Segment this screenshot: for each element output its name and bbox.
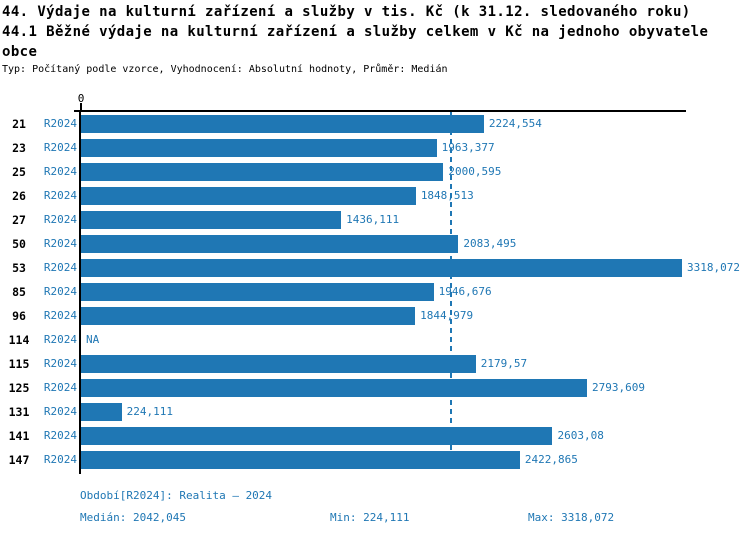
- chart-row: 125 R2024 2793,609: [0, 376, 750, 400]
- value-label: 2083,495: [463, 237, 517, 250]
- chart-row: 23 R2024 1963,377: [0, 136, 750, 160]
- value-label: 2000,595: [448, 165, 502, 178]
- chart-row: 53 R2024 3318,072: [0, 256, 750, 280]
- value-label: 1963,377: [441, 141, 495, 154]
- row-period-label: R2024: [43, 189, 77, 202]
- row-indicator-number: 21: [12, 117, 26, 131]
- row-period-label: R2024: [43, 309, 77, 322]
- chart-row: 96 R2024 1844,979: [0, 304, 750, 328]
- row-indicator-number: 27: [12, 213, 26, 227]
- chart-row: 141 R2024 2603,08: [0, 424, 750, 448]
- chart-row: 25 R2024 2000,595: [0, 160, 750, 184]
- row-period-label: R2024: [43, 453, 77, 466]
- value-label: 2224,554: [488, 117, 542, 130]
- chart-row: 115 R2024 2179,57: [0, 352, 750, 376]
- row-indicator-number: 131: [8, 405, 30, 419]
- row-period-label: R2024: [43, 141, 77, 154]
- chart-row: 27 R2024 1436,111: [0, 208, 750, 232]
- row-period-label: R2024: [43, 285, 77, 298]
- value-label: 2603,08: [557, 429, 604, 442]
- value-label: 1848,513: [420, 189, 474, 202]
- row-indicator-number: 50: [12, 237, 26, 251]
- footer-median-stat: Medián: 2042,045: [80, 511, 186, 524]
- value-bar: [81, 427, 553, 445]
- chart-row: 21 R2024 2224,554: [0, 112, 750, 136]
- chart-row: 114 R2024 NA: [0, 328, 750, 352]
- chart-title-line2: 44.1 Běžné výdaje na kulturní zařízení a…: [2, 24, 709, 60]
- chart-row: 131 R2024 224,111: [0, 400, 750, 424]
- value-bar: [81, 235, 459, 253]
- x-axis-zero-tick-label: 0: [77, 92, 85, 105]
- chart-title-line1: 44. Výdaje na kulturní zařízení a služby…: [2, 4, 691, 20]
- value-bar: [81, 379, 587, 397]
- chart-row: 147 R2024 2422,865: [0, 448, 750, 472]
- value-bar: [81, 403, 122, 421]
- row-period-label: R2024: [43, 333, 77, 346]
- value-bar: [81, 139, 437, 157]
- value-label: 1844,979: [420, 309, 474, 322]
- chart-row: 85 R2024 1946,676: [0, 280, 750, 304]
- row-period-label: R2024: [43, 117, 77, 130]
- row-period-label: R2024: [43, 381, 77, 394]
- value-bar: [81, 211, 342, 229]
- row-indicator-number: 25: [12, 165, 26, 179]
- row-indicator-number: 85: [12, 285, 26, 299]
- row-indicator-number: 26: [12, 189, 26, 203]
- footer-max-stat: Max: 3318,072: [528, 511, 615, 524]
- footer-period-label: Období[R2024]: Realita – 2024: [80, 489, 273, 502]
- chart-row: 50 R2024 2083,495: [0, 232, 750, 256]
- chart-rows: 21 R2024 2224,554 23 R2024 1963,377 25 R2024 200…: [0, 112, 750, 472]
- value-label: 1436,111: [346, 213, 400, 226]
- row-indicator-number: 114: [8, 333, 30, 347]
- value-label: 2793,609: [592, 381, 645, 394]
- chart-row: 26 R2024 1848,513: [0, 184, 750, 208]
- row-indicator-number: 115: [8, 357, 30, 371]
- row-period-label: R2024: [43, 237, 77, 250]
- row-indicator-number: 23: [12, 141, 26, 155]
- row-period-label: R2024: [43, 213, 77, 226]
- row-indicator-number: 141: [8, 429, 30, 443]
- value-label: 2179,57: [480, 357, 528, 370]
- row-indicator-number: 125: [8, 381, 30, 395]
- value-bar: [81, 115, 484, 133]
- value-label: 224,111: [126, 405, 173, 418]
- row-period-label: R2024: [43, 165, 77, 178]
- row-na-label: NA: [86, 333, 100, 346]
- row-period-label: R2024: [43, 261, 77, 274]
- row-period-label: R2024: [43, 357, 77, 370]
- value-bar: [81, 259, 682, 277]
- row-indicator-number: 53: [12, 261, 26, 275]
- row-indicator-number: 96: [12, 309, 26, 323]
- y-axis-spine: [79, 110, 81, 474]
- x-axis-zero-tick-mark: [80, 103, 82, 111]
- value-bar: [81, 163, 444, 181]
- row-period-label: R2024: [43, 405, 77, 418]
- chart-meta-line: Typ: Počítaný podle vzorce, Vyhodnocení:…: [2, 64, 448, 75]
- median-reference-line: [449, 112, 452, 472]
- value-label: 1946,676: [438, 285, 492, 298]
- value-label: 3318,072: [687, 261, 740, 274]
- value-bar: [81, 187, 416, 205]
- footer-min-stat: Min: 224,111: [330, 511, 410, 524]
- value-bar: [81, 451, 520, 469]
- row-indicator-number: 147: [8, 453, 30, 467]
- value-bar: [81, 355, 476, 373]
- value-bar: [81, 307, 416, 325]
- value-bar: [81, 283, 434, 301]
- row-period-label: R2024: [43, 429, 77, 442]
- value-label: 2422,865: [524, 453, 578, 466]
- x-axis-spine: [74, 110, 686, 112]
- chart-title: 44. Výdaje na kulturní zařízení a služby…: [2, 2, 749, 62]
